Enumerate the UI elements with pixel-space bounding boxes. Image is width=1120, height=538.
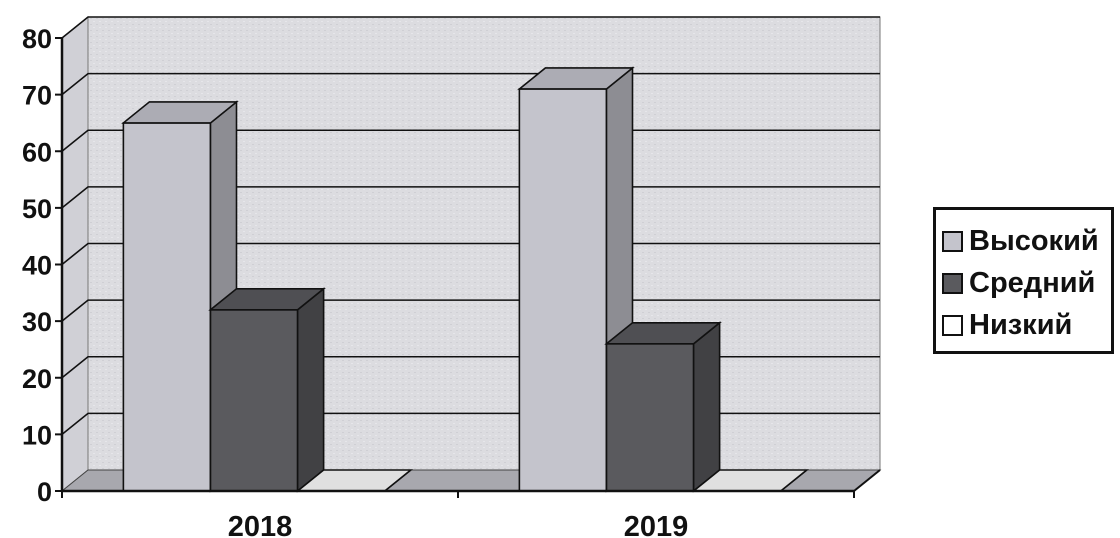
bar-front: [209, 308, 299, 492]
y-axis-ticks: 0 10 20 30 40 50 60 70 80: [22, 24, 62, 507]
legend: Высокий Средний Низкий: [933, 207, 1114, 354]
y-tick-label: 50: [22, 194, 52, 224]
legend-label-medium: Средний: [969, 266, 1096, 299]
legend-label-high: Высокий: [969, 224, 1099, 257]
legend-swatch-low: [942, 314, 963, 336]
y-tick-label: 80: [22, 24, 52, 54]
legend-swatch-high: [942, 230, 963, 252]
bar-top: [517, 67, 635, 90]
x-axis-edge: [853, 469, 881, 492]
y-tick-label: 60: [22, 137, 52, 167]
bar-side: [296, 287, 325, 493]
legend-swatch-medium: [942, 272, 963, 294]
bars: [121, 66, 810, 493]
y-tick-label: 70: [22, 81, 52, 111]
legend-label-low: Низкий: [969, 308, 1073, 341]
bar-top: [208, 287, 326, 311]
bar-top: [121, 101, 239, 124]
y-tick-label: 10: [22, 420, 52, 450]
x-tick-label: 2019: [624, 511, 689, 538]
bar-front: [122, 122, 212, 492]
grid-line: [61, 16, 880, 39]
bar-top: [604, 321, 722, 345]
bar-front: [518, 88, 608, 492]
x-axis-ticks: 2018 2019: [61, 491, 855, 538]
y-tick-label: 40: [22, 251, 52, 281]
bar: [604, 321, 722, 493]
y-tick-label: 0: [37, 477, 52, 507]
y-tick-label: 20: [22, 364, 52, 394]
bar-front: [605, 342, 695, 492]
x-tick-label: 2018: [228, 511, 293, 538]
bar: [208, 287, 326, 493]
legend-item-low: Низкий: [942, 304, 1111, 346]
legend-item-medium: Средний: [942, 262, 1111, 304]
legend-item-high: Высокий: [942, 220, 1111, 262]
y-tick-label: 30: [22, 307, 52, 337]
bar-side: [692, 321, 721, 493]
